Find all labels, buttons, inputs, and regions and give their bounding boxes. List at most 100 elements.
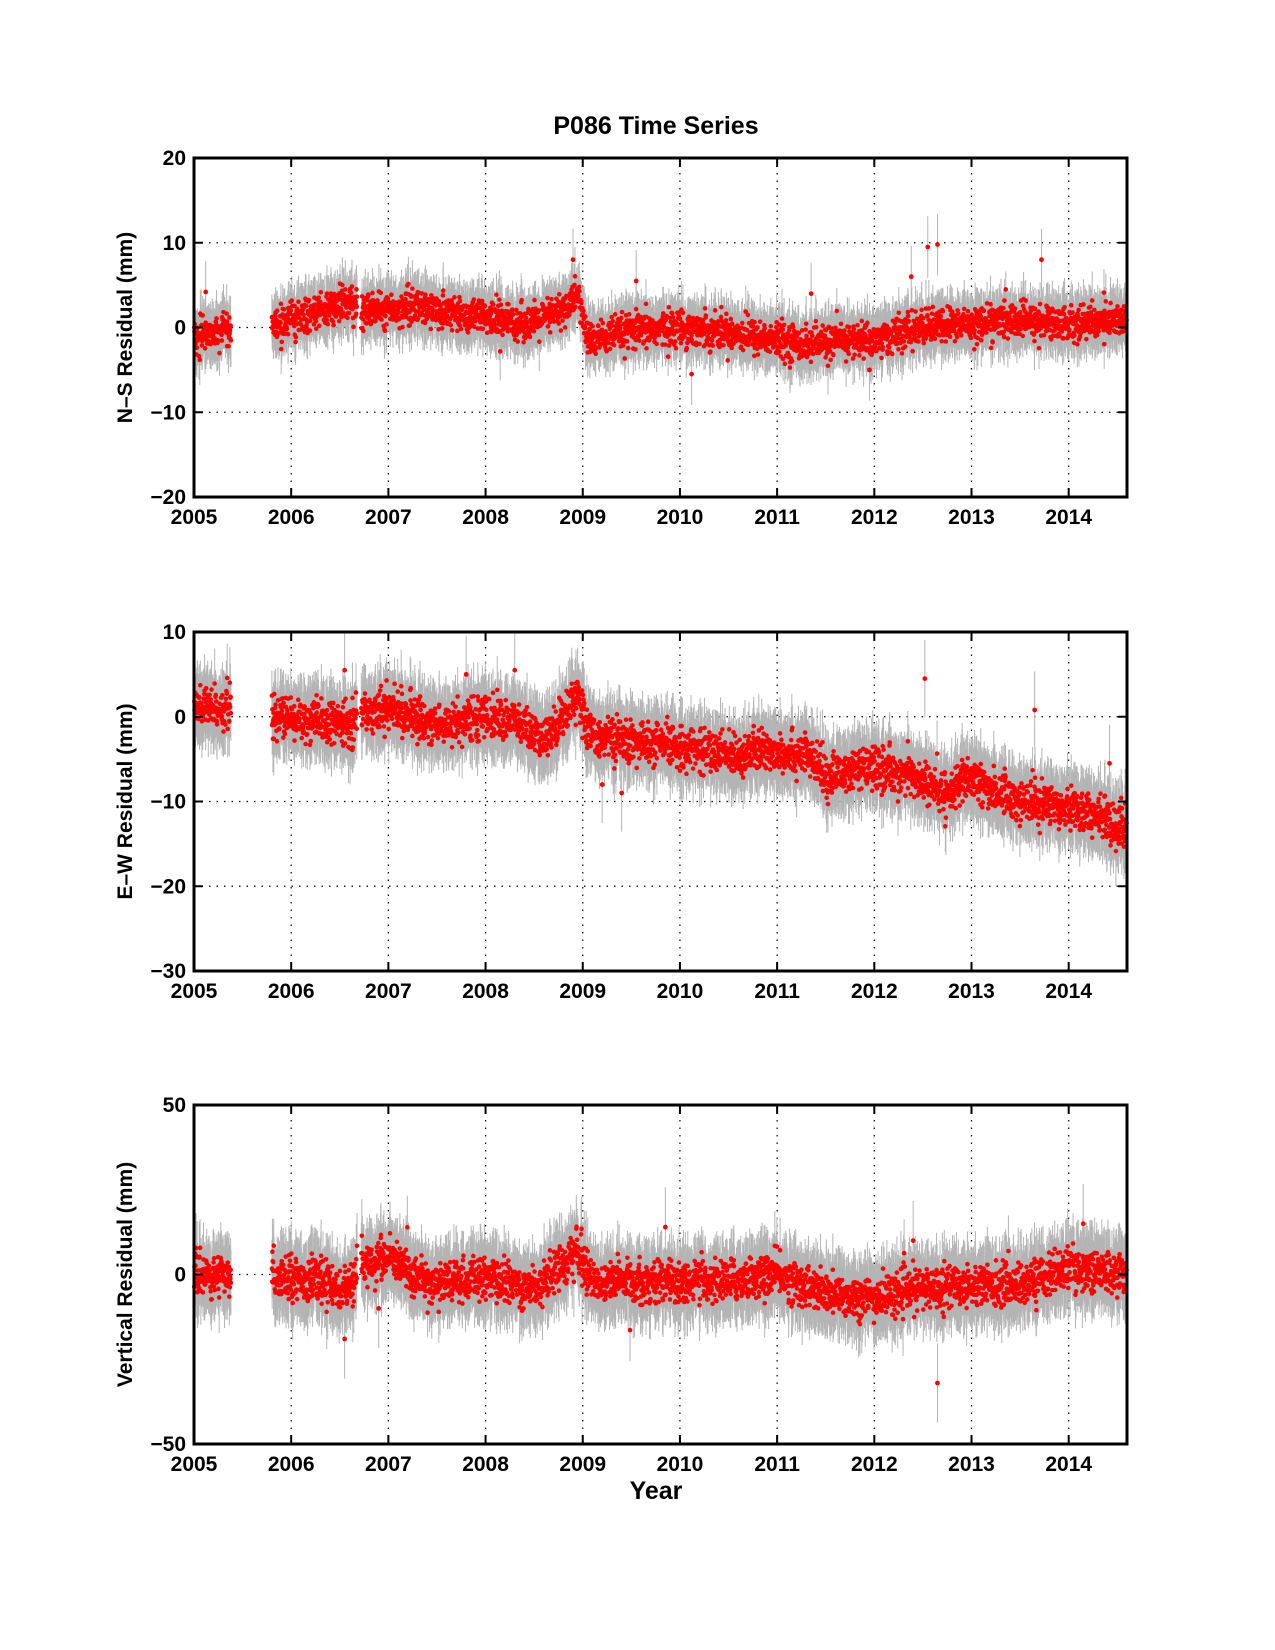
data-point bbox=[301, 312, 306, 317]
data-point bbox=[293, 340, 298, 345]
data-point bbox=[548, 330, 553, 335]
data-point bbox=[288, 308, 293, 313]
data-point bbox=[559, 328, 564, 333]
data-point bbox=[573, 304, 578, 309]
data-point bbox=[279, 302, 284, 307]
data-point bbox=[583, 314, 588, 319]
data-point bbox=[537, 339, 542, 344]
data-point bbox=[282, 307, 287, 312]
data-point bbox=[545, 296, 550, 301]
data-point bbox=[515, 339, 520, 344]
data-point bbox=[637, 338, 642, 343]
data-point bbox=[511, 312, 516, 317]
data-point bbox=[482, 303, 487, 308]
data-point bbox=[275, 308, 280, 313]
data-point bbox=[625, 339, 630, 344]
data-point bbox=[345, 316, 350, 321]
data-point bbox=[610, 323, 615, 328]
data-point bbox=[667, 305, 672, 310]
data-point bbox=[361, 329, 366, 334]
data-point bbox=[498, 349, 503, 354]
data-point bbox=[440, 326, 445, 331]
data-point bbox=[494, 292, 499, 297]
x-axis-label: Year bbox=[630, 1477, 683, 1505]
data-point bbox=[608, 347, 613, 352]
data-point bbox=[423, 321, 428, 326]
chart-title: P086 Time Series bbox=[553, 112, 758, 140]
data-point bbox=[644, 302, 649, 307]
data-point bbox=[290, 298, 295, 303]
data-point bbox=[294, 335, 299, 340]
data-point bbox=[622, 356, 627, 361]
data-point bbox=[521, 340, 526, 345]
data-point bbox=[370, 291, 375, 296]
data-point bbox=[351, 325, 356, 330]
data-point bbox=[389, 292, 394, 297]
data-point bbox=[549, 297, 554, 302]
data-point bbox=[423, 292, 428, 297]
data-point bbox=[410, 286, 415, 291]
data-point bbox=[203, 346, 208, 351]
data-point bbox=[366, 292, 371, 297]
data-point bbox=[500, 333, 505, 338]
data-point bbox=[593, 351, 598, 356]
data-point bbox=[491, 302, 496, 307]
data-point bbox=[314, 319, 319, 324]
data-point bbox=[560, 318, 565, 323]
data-point bbox=[596, 324, 601, 329]
data-point bbox=[316, 295, 321, 300]
data-point bbox=[217, 351, 222, 356]
data-point bbox=[532, 298, 537, 303]
data-point bbox=[278, 320, 283, 325]
data-point bbox=[331, 323, 336, 328]
data-point bbox=[473, 319, 478, 324]
data-point bbox=[279, 340, 284, 345]
data-point bbox=[396, 310, 401, 315]
data-point bbox=[399, 294, 404, 299]
data-point bbox=[528, 335, 533, 340]
data-point bbox=[573, 274, 578, 279]
data-point bbox=[458, 299, 463, 304]
data-point bbox=[450, 328, 455, 333]
data-point bbox=[296, 299, 301, 304]
data-point bbox=[383, 314, 388, 319]
data-point bbox=[279, 347, 284, 352]
data-point bbox=[224, 311, 229, 316]
data-point bbox=[383, 328, 388, 333]
data-point bbox=[671, 315, 676, 320]
data-point bbox=[577, 289, 582, 294]
data-point bbox=[350, 284, 355, 289]
data-point bbox=[497, 297, 502, 302]
data-point bbox=[227, 315, 232, 320]
data-point bbox=[654, 342, 659, 347]
data-point bbox=[524, 316, 529, 321]
data-point bbox=[577, 285, 582, 290]
data-point bbox=[612, 343, 617, 348]
data-point bbox=[506, 302, 511, 307]
data-point bbox=[633, 347, 638, 352]
data-point bbox=[606, 341, 611, 346]
data-point bbox=[325, 322, 330, 327]
data-point bbox=[481, 326, 486, 331]
data-point bbox=[619, 316, 624, 321]
panels: 2005 2006 2007 2008 2009 2010 2011 2012 2013 2014… bbox=[114, 147, 1129, 1476]
data-point bbox=[308, 328, 313, 333]
data-point bbox=[610, 319, 615, 324]
data-point bbox=[422, 307, 427, 312]
data-point bbox=[548, 320, 553, 325]
data-point bbox=[354, 311, 359, 316]
data-point bbox=[354, 304, 359, 309]
data-point bbox=[459, 327, 464, 332]
data-point bbox=[472, 297, 477, 302]
data-point bbox=[379, 317, 384, 322]
data-point bbox=[284, 327, 289, 332]
data-point bbox=[228, 323, 233, 328]
data-point bbox=[325, 291, 330, 296]
data-point bbox=[304, 304, 309, 309]
data-point bbox=[354, 287, 359, 292]
data-point bbox=[200, 313, 205, 318]
data-point bbox=[576, 294, 581, 299]
data-point bbox=[343, 287, 348, 292]
data-point bbox=[492, 321, 497, 326]
